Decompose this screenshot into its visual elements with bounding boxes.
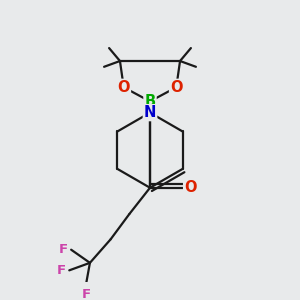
Text: F: F [58,243,68,256]
Text: O: O [170,80,182,95]
Text: O: O [184,180,196,195]
Text: O: O [118,80,130,95]
Text: F: F [56,264,65,277]
Text: B: B [144,94,156,109]
Text: F: F [82,288,91,300]
Text: N: N [144,105,156,120]
